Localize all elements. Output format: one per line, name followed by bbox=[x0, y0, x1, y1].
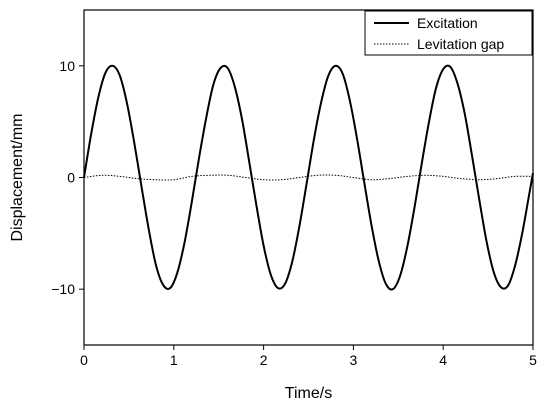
x-axis-ticks: 0 1 2 3 4 5 bbox=[80, 345, 537, 368]
x-tick-label: 2 bbox=[260, 352, 268, 368]
y-tick-label: 10 bbox=[59, 58, 75, 74]
legend-box bbox=[364, 10, 533, 56]
series-line-excitation bbox=[83, 64, 534, 291]
x-tick-label: 3 bbox=[350, 352, 358, 368]
legend-label-excitation: Excitation bbox=[417, 15, 478, 31]
x-tick-label: 5 bbox=[529, 352, 537, 368]
legend: Excitation Levitation gap bbox=[364, 10, 533, 56]
x-tick-label: 4 bbox=[439, 352, 447, 368]
y-axis-ticks: −10 0 10 bbox=[51, 58, 84, 297]
x-tick-label: 0 bbox=[80, 352, 88, 368]
y-axis-title: Displacement/mm bbox=[9, 113, 26, 241]
series-layer bbox=[83, 64, 534, 291]
x-tick-label: 1 bbox=[170, 352, 178, 368]
series-line-levitation-gap bbox=[83, 174, 534, 181]
x-axis-title: Time/s bbox=[285, 385, 332, 402]
y-tick-label: −10 bbox=[51, 281, 75, 297]
y-tick-label: 0 bbox=[67, 170, 75, 186]
legend-label-levitation-gap: Levitation gap bbox=[417, 36, 504, 52]
